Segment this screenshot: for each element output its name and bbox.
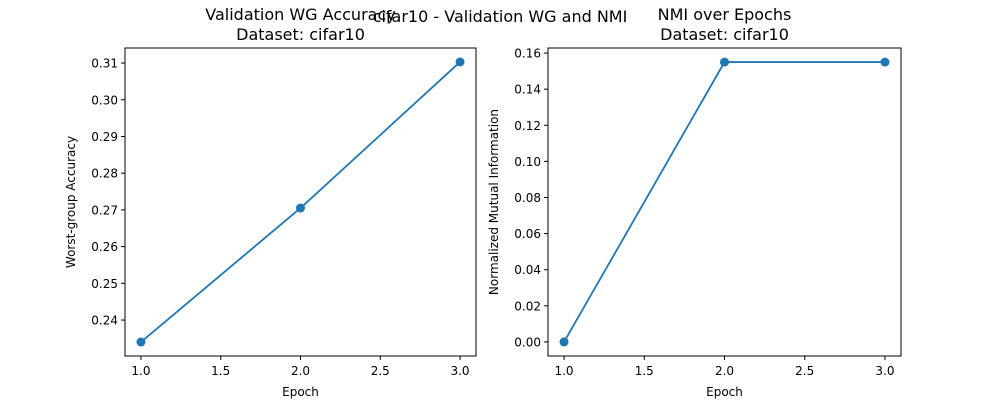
chart-2-title-line: Dataset: cifar10	[660, 25, 789, 44]
chart-2-data-point	[559, 337, 569, 347]
chart-1-x-tick-label: 1.0	[131, 364, 150, 378]
chart-2-y-axis-label: Normalized Mutual Information	[487, 109, 501, 295]
chart-1-x-tick-label: 2.0	[291, 364, 310, 378]
chart-2-x-tick-label: 3.0	[875, 364, 894, 378]
chart-1-x-tick-label: 1.5	[211, 364, 230, 378]
figure-suptitle: cifar10 - Validation WG and NMI	[373, 7, 628, 26]
chart-2-x-tick-label: 1.5	[635, 364, 654, 378]
chart-1-x-tick-label: 2.5	[371, 364, 390, 378]
chart-2-x-tick-label: 1.0	[554, 364, 573, 378]
chart-1-x-axis-label: Epoch	[282, 385, 319, 399]
chart-2-y-tick-label: 0.04	[514, 263, 541, 277]
chart-1-y-axis-label: Worst-group Accuracy	[64, 136, 78, 268]
chart-2-x-tick-label: 2.0	[715, 364, 734, 378]
chart-2-data-point	[880, 57, 890, 67]
chart-1-y-tick-label: 0.28	[91, 167, 118, 181]
chart-2-y-tick-label: 0.12	[514, 119, 541, 133]
chart-1-y-tick-label: 0.24	[91, 314, 118, 328]
chart-1-y-tick-label: 0.26	[91, 240, 118, 254]
chart-2-y-tick-label: 0.00	[514, 335, 541, 349]
chart-2-y-tick-label: 0.16	[514, 47, 541, 61]
chart-1-y-tick-label: 0.27	[91, 203, 118, 217]
chart-2-y-tick-label: 0.14	[514, 83, 541, 97]
chart-2-data-point	[720, 57, 729, 67]
chart-2-x-tick-label: 2.5	[795, 364, 814, 378]
chart-2-title-line: NMI over Epochs	[658, 5, 792, 24]
chart-1-title-line: Validation WG Accuracy	[205, 5, 395, 24]
chart-1-data-point	[136, 337, 146, 347]
chart-1-y-tick-label: 0.29	[91, 130, 118, 144]
chart-1-y-tick-label: 0.31	[91, 57, 118, 71]
chart-1-data-point	[455, 57, 465, 67]
chart-1-data-point	[296, 203, 305, 213]
chart-1-y-tick-label: 0.25	[91, 277, 118, 291]
chart-2-x-axis-label: Epoch	[706, 385, 743, 399]
chart-1-x-tick-label: 3.0	[450, 364, 469, 378]
chart-2-y-tick-label: 0.08	[514, 191, 541, 205]
chart-2-y-tick-label: 0.06	[514, 227, 541, 241]
chart-2-y-tick-label: 0.10	[514, 155, 541, 169]
chart-1-title-line: Dataset: cifar10	[236, 25, 365, 44]
chart-1-y-tick-label: 0.30	[91, 93, 118, 107]
chart-2-y-tick-label: 0.02	[514, 299, 541, 313]
